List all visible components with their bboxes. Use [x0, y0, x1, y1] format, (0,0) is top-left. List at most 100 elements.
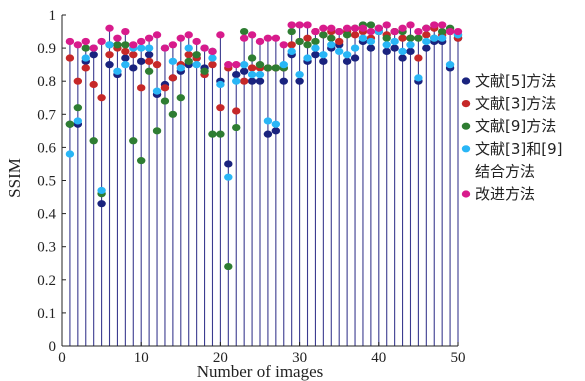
data-point: [414, 74, 423, 82]
data-point: [176, 94, 185, 102]
data-point: [263, 117, 273, 125]
data-point: [137, 157, 146, 165]
data-point: [224, 61, 233, 69]
data-point: [121, 61, 130, 69]
data-point: [295, 21, 304, 29]
x-tick-label: 10: [134, 350, 149, 366]
data-point: [184, 51, 193, 59]
data-point: [287, 21, 296, 29]
data-point: [247, 77, 257, 85]
data-point: [437, 21, 447, 29]
data-point: [445, 61, 455, 69]
x-tick-label: 50: [451, 350, 466, 366]
data-point: [430, 34, 439, 42]
data-point: [342, 24, 352, 32]
data-point: [374, 24, 383, 32]
data-point: [239, 34, 249, 42]
y-tick-label: 0.8: [37, 74, 56, 90]
data-point: [342, 31, 352, 39]
data-point: [105, 24, 114, 32]
data-point: [137, 57, 146, 65]
data-point: [406, 47, 415, 56]
data-point: [422, 44, 431, 52]
data-point: [73, 41, 83, 49]
data-points: [65, 21, 463, 271]
data-point: [137, 84, 146, 92]
data-point: [200, 67, 209, 75]
data-point: [437, 27, 447, 36]
data-point: [216, 31, 225, 39]
data-point: [271, 120, 281, 128]
data-point: [406, 34, 415, 42]
data-point: [319, 31, 328, 39]
data-point: [144, 57, 154, 65]
data-point: [335, 37, 344, 46]
data-point: [152, 61, 162, 69]
y-tick-label: 1: [49, 8, 57, 24]
axes: [61, 14, 459, 347]
data-point: [73, 77, 83, 85]
data-point: [152, 87, 162, 95]
data-point: [89, 44, 98, 52]
data-point: [144, 44, 154, 52]
y-tick-label: 0.3: [37, 240, 56, 256]
data-point: [168, 57, 178, 65]
legend-label: 文献[5]方法: [475, 72, 556, 90]
data-point: [350, 24, 360, 32]
data-point: [121, 41, 130, 49]
data-point: [192, 61, 201, 69]
legend-marker: [461, 77, 471, 85]
data-point: [422, 31, 431, 39]
data-point: [184, 44, 193, 52]
data-point: [121, 27, 130, 36]
legend-marker: [461, 145, 471, 153]
data-point: [422, 24, 431, 32]
x-tick-label: 0: [58, 350, 66, 366]
data-point: [192, 51, 201, 59]
data-point: [279, 77, 288, 85]
legend-label: 文献[3]方法: [475, 95, 556, 113]
x-axis-label: Number of images: [197, 362, 324, 381]
data-point: [239, 77, 249, 85]
data-point: [129, 51, 138, 59]
legend-marker: [461, 100, 471, 108]
data-point: [287, 41, 296, 49]
data-point: [414, 27, 423, 36]
legend-marker: [461, 190, 471, 198]
data-point: [287, 47, 296, 56]
data-point: [445, 27, 455, 36]
data-point: [168, 41, 178, 49]
data-point: [105, 51, 114, 59]
data-point: [121, 54, 130, 62]
data-point: [255, 37, 265, 46]
data-point: [406, 21, 415, 29]
data-point: [105, 41, 114, 49]
data-point: [311, 27, 320, 36]
data-point: [263, 34, 273, 42]
data-point: [129, 64, 138, 72]
data-point: [200, 44, 209, 52]
data-point: [81, 64, 90, 72]
data-point: [255, 61, 265, 69]
data-point: [382, 21, 391, 29]
data-point: [97, 94, 106, 102]
data-point: [263, 64, 273, 72]
y-axis-label: SSIM: [5, 158, 24, 198]
data-point: [232, 77, 241, 85]
data-point: [390, 44, 399, 52]
data-point: [366, 27, 376, 36]
x-tick-label: 40: [371, 350, 386, 366]
data-point: [224, 262, 233, 271]
data-point: [137, 37, 146, 46]
y-tick-label: 0.2: [37, 273, 56, 289]
data-point: [319, 51, 328, 59]
data-point: [81, 44, 90, 52]
data-point: [303, 41, 312, 49]
data-point: [184, 57, 193, 65]
data-point: [160, 84, 170, 92]
data-point: [390, 37, 399, 46]
data-point: [224, 173, 233, 181]
x-tick-label: 20: [213, 350, 228, 366]
data-point: [366, 37, 376, 46]
